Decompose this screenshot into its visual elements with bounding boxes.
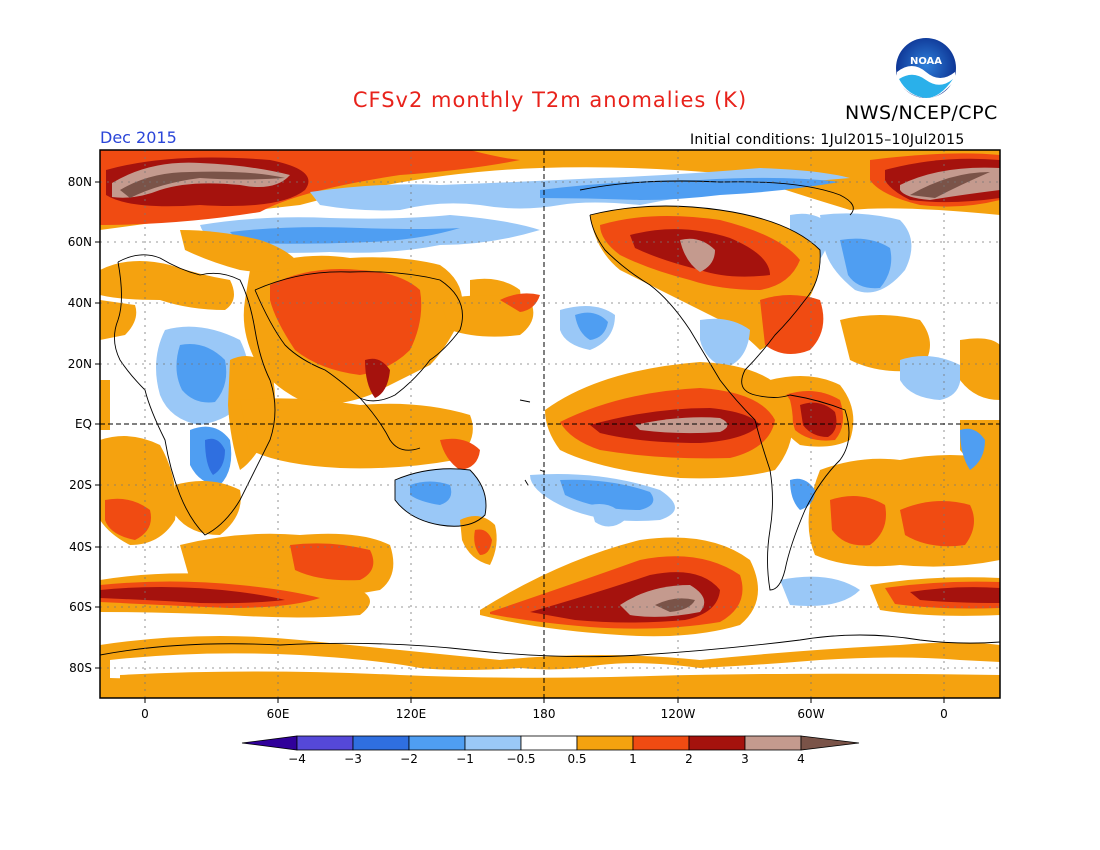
longitude-labels: 0 60E 120E 180 120W 60W 0 [141, 707, 948, 721]
lon-label: 180 [533, 707, 556, 721]
colorbar-swatch [408, 735, 466, 751]
colorbar-arrow-low [241, 735, 298, 751]
colorbar-swatch [464, 735, 522, 751]
valid-month-label: Dec 2015 [100, 128, 177, 147]
lat-label: 80S [69, 661, 92, 675]
organization-label: NWS/NCEP/CPC [845, 102, 998, 124]
lat-label: 40N [68, 296, 92, 310]
lon-label: 60W [797, 707, 824, 721]
colorbar-tick-label: 4 [797, 752, 805, 766]
colorbar-swatch [688, 735, 746, 751]
colorbar-labels: −4 −3 −2 −1 −0.5 0.5 1 2 3 4 [288, 752, 805, 766]
lon-label: 120W [661, 707, 696, 721]
lat-label: 40S [69, 540, 92, 554]
colorbar-tick-label: −4 [288, 752, 306, 766]
colorbar-swatch [296, 735, 354, 751]
colorbar-swatch [744, 735, 802, 751]
colorbar-tick-label: 0.5 [567, 752, 586, 766]
colorbar-tick-label: 1 [629, 752, 637, 766]
gridlines [100, 150, 1000, 698]
colorbar-swatch [352, 735, 410, 751]
colorbar-swatch [632, 735, 690, 751]
colorbar-tick-label: 2 [685, 752, 693, 766]
colorbar-tick-label: −0.5 [506, 752, 535, 766]
coastlines [100, 180, 1000, 658]
logo-text: NOAA [910, 56, 942, 67]
lon-label: 0 [940, 707, 948, 721]
lat-label: 20N [68, 357, 92, 371]
anomaly-field [100, 150, 1000, 698]
noaa-logo: NOAA [896, 38, 956, 99]
equator-dateline [100, 150, 1000, 698]
colorbar-tick-label: −1 [456, 752, 474, 766]
colorbar-swatch [576, 735, 634, 751]
initial-conditions-label: Initial conditions: 1Jul2015–10Jul2015 [690, 132, 965, 148]
lat-label: 60N [68, 235, 92, 249]
lon-label: 60E [267, 707, 290, 721]
lon-label: 120E [396, 707, 427, 721]
lat-label: 20S [69, 478, 92, 492]
colorbar-arrow-high [800, 735, 860, 751]
lon-label: 0 [141, 707, 149, 721]
colorbar-tick-label: −2 [400, 752, 418, 766]
lat-label: 80N [68, 175, 92, 189]
axis-ticks [95, 181, 945, 703]
chart-title: CFSv2 monthly T2m anomalies (K) [352, 88, 748, 112]
lat-label: 60S [69, 600, 92, 614]
colorbar-tick-label: 3 [741, 752, 749, 766]
colorbar-tick-label: −3 [344, 752, 362, 766]
lat-label: EQ [75, 417, 92, 431]
latitude-labels: 80N 60N 40N 20N EQ 20S 40S 60S 80S [68, 175, 92, 675]
colorbar-swatch [520, 735, 578, 751]
colorbar [241, 735, 860, 751]
